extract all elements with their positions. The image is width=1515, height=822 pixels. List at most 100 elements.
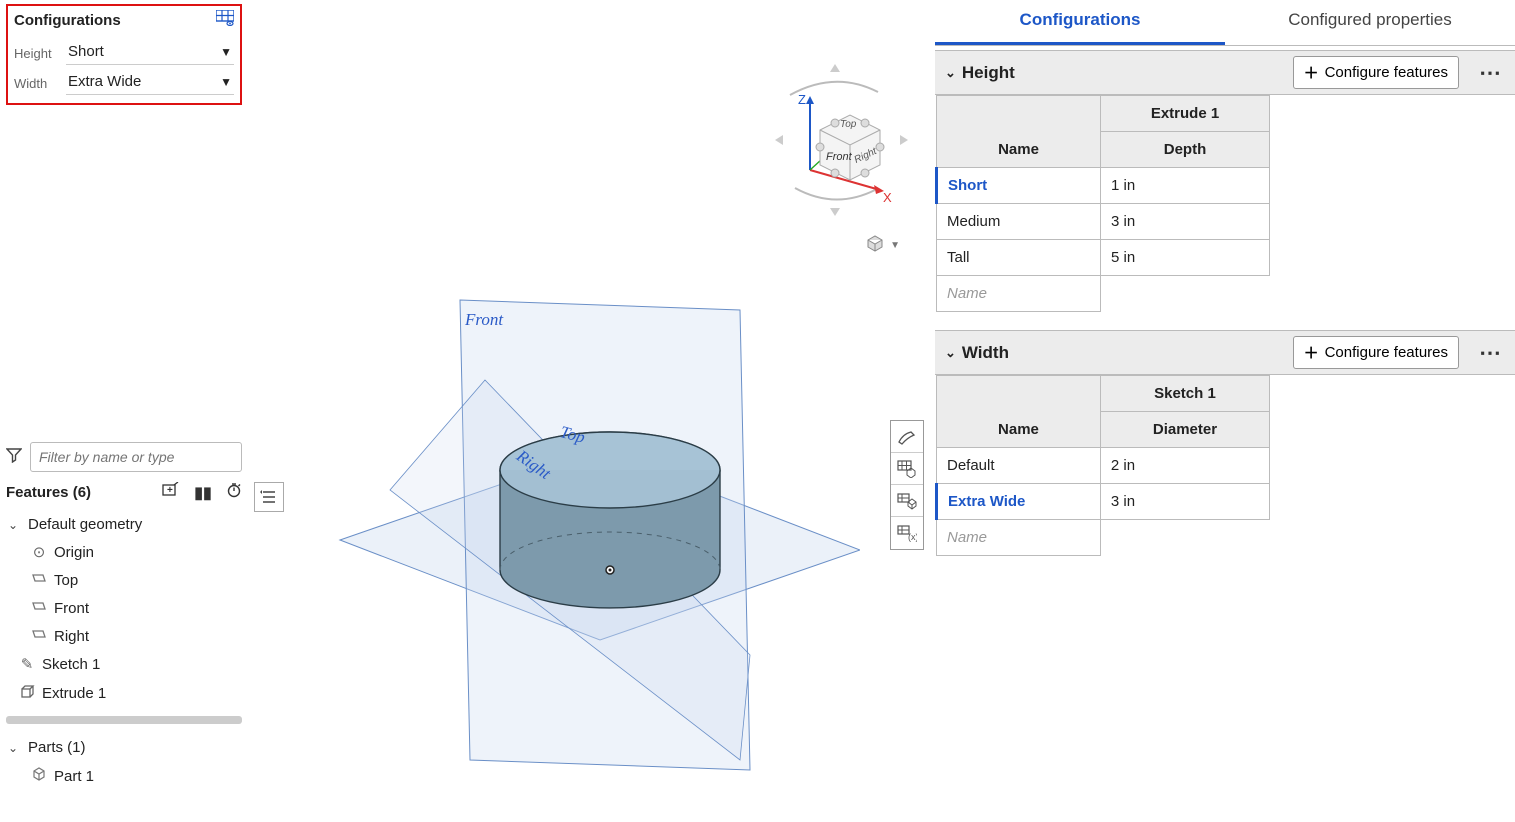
scrollbar[interactable] <box>6 716 242 724</box>
config-panel: Configurations Height Short ▼ Width Extr… <box>6 4 242 105</box>
row-value: 2 in <box>1100 448 1269 484</box>
row-new-placeholder: Name <box>937 276 1101 312</box>
sketch-icon: ✎ <box>18 655 36 673</box>
tree-part1[interactable]: Part 1 <box>6 761 242 791</box>
extrude-icon <box>18 683 36 703</box>
axis-z-label: Z <box>798 92 806 107</box>
tree-parts-header[interactable]: ⌄ Parts (1) <box>6 734 242 761</box>
caret-down-icon: ⌄ <box>8 518 22 532</box>
section-menu-icon[interactable]: ⋯ <box>1465 60 1515 86</box>
tool-config-part-icon[interactable] <box>891 485 923 517</box>
chevron-down-icon[interactable]: ⌄ <box>945 65 956 81</box>
tree-label: Sketch 1 <box>42 656 100 673</box>
tool-config-table-icon[interactable] <box>891 453 923 485</box>
side-toolbar: (x) <box>890 420 924 550</box>
caret-down-icon: ⌄ <box>8 741 22 755</box>
col-header-name: Name <box>937 376 1101 448</box>
tree-label: Extrude 1 <box>42 685 106 702</box>
tree-label: Parts (1) <box>28 739 86 756</box>
row-name: Extra Wide <box>937 484 1101 520</box>
chevron-down-icon: ▼ <box>220 75 232 89</box>
table-row[interactable]: Tall 5 in <box>937 240 1270 276</box>
configure-features-label: Configure features <box>1325 344 1448 361</box>
pause-icon[interactable]: ▮▮ <box>194 485 212 502</box>
viewport-3d[interactable]: Z X Y Top Front Right <box>260 60 910 800</box>
tree-extrude1[interactable]: Extrude 1 <box>6 678 242 708</box>
configure-features-button[interactable]: ＋ Configure features <box>1293 336 1459 369</box>
plane-icon <box>30 627 48 645</box>
plane-icon <box>30 571 48 589</box>
cfg-section-title: Height <box>962 63 1015 83</box>
svg-text:Top: Top <box>840 119 857 130</box>
config-field-height: Height Short ▼ <box>14 41 234 65</box>
svg-text:(x): (x) <box>908 532 917 542</box>
config-field-height-label: Height <box>14 46 58 61</box>
row-name: Medium <box>937 204 1101 240</box>
feature-tree-panel: Features (6) + ▮▮ ⌄ Default geometry ⊙ O… <box>6 442 242 791</box>
right-panel: Configurations Configured properties ⌄ H… <box>935 0 1515 822</box>
right-tabs: Configurations Configured properties <box>935 0 1515 46</box>
tab-configurations[interactable]: Configurations <box>935 0 1225 45</box>
row-new-placeholder: Name <box>937 520 1101 556</box>
table-row[interactable]: Short 1 in <box>937 168 1270 204</box>
row-value: 1 in <box>1101 168 1270 204</box>
part-icon <box>30 766 48 786</box>
plane-label-front: Front <box>465 310 503 330</box>
filter-input[interactable] <box>30 442 242 472</box>
tree-label: Front <box>54 600 89 617</box>
cfg-section-width: ⌄ Width ＋ Configure features ⋯ Name Sket… <box>935 330 1515 556</box>
col-group-header: Extrude 1 <box>1101 96 1270 132</box>
configure-features-button[interactable]: ＋ Configure features <box>1293 56 1459 89</box>
config-table-icon[interactable] <box>216 10 234 31</box>
row-value: 5 in <box>1101 240 1270 276</box>
svg-text:Front: Front <box>826 151 853 163</box>
tree-top-plane[interactable]: Top <box>6 566 242 594</box>
view-cube[interactable]: Z X Y Top Front Right <box>750 60 920 220</box>
features-header-label: Features (6) <box>6 484 91 501</box>
table-row-new[interactable]: Name <box>937 276 1270 312</box>
cfg-table-height: Name Extrude 1 Depth Short 1 in Medium 3… <box>935 95 1270 312</box>
render-mode-dropdown[interactable]: ▼ <box>865 232 900 253</box>
table-row[interactable]: Extra Wide 3 in <box>937 484 1270 520</box>
tree-label: Origin <box>54 544 94 561</box>
tree-sketch1[interactable]: ✎ Sketch 1 <box>6 650 242 678</box>
filter-icon[interactable] <box>6 447 22 468</box>
tree-front-plane[interactable]: Front <box>6 594 242 622</box>
tool-appearance-icon[interactable] <box>891 421 923 453</box>
plane-icon <box>30 599 48 617</box>
cfg-section-title: Width <box>962 343 1009 363</box>
table-row[interactable]: Medium 3 in <box>937 204 1270 240</box>
model-scene: Front Top Right <box>320 240 860 780</box>
config-panel-title: Configurations <box>14 12 121 29</box>
row-value: 3 in <box>1101 204 1270 240</box>
config-height-value: Short <box>68 43 104 60</box>
tool-config-variable-icon[interactable]: (x) <box>891 517 923 549</box>
origin-icon: ⊙ <box>30 543 48 561</box>
tree-right-plane[interactable]: Right <box>6 622 242 650</box>
cfg-section-height: ⌄ Height ＋ Configure features ⋯ Name Ext… <box>935 50 1515 312</box>
col-group-header: Sketch 1 <box>1100 376 1269 412</box>
tree-label: Right <box>54 628 89 645</box>
tree-default-geometry[interactable]: ⌄ Default geometry <box>6 511 242 538</box>
stopwatch-icon[interactable] <box>226 485 242 502</box>
row-name: Tall <box>937 240 1101 276</box>
tree-label: Default geometry <box>28 516 142 533</box>
svg-text:+: + <box>167 485 173 496</box>
col-header-value: Diameter <box>1100 412 1269 448</box>
chevron-down-icon[interactable]: ⌄ <box>945 345 956 361</box>
row-value: 3 in <box>1100 484 1269 520</box>
configure-features-label: Configure features <box>1325 64 1448 81</box>
col-header-value: Depth <box>1101 132 1270 168</box>
add-feature-icon[interactable]: + <box>162 485 180 502</box>
table-row-new[interactable]: Name <box>937 520 1270 556</box>
cfg-table-width: Name Sketch 1 Diameter Default 2 in Extr… <box>935 375 1270 556</box>
row-name: Default <box>937 448 1101 484</box>
section-menu-icon[interactable]: ⋯ <box>1465 340 1515 366</box>
tree-origin[interactable]: ⊙ Origin <box>6 538 242 566</box>
config-height-select[interactable]: Short ▼ <box>66 41 234 65</box>
config-field-width-label: Width <box>14 76 58 91</box>
tree-label: Part 1 <box>54 768 94 785</box>
table-row[interactable]: Default 2 in <box>937 448 1270 484</box>
config-width-select[interactable]: Extra Wide ▼ <box>66 71 234 95</box>
tab-configured-properties[interactable]: Configured properties <box>1225 0 1515 45</box>
